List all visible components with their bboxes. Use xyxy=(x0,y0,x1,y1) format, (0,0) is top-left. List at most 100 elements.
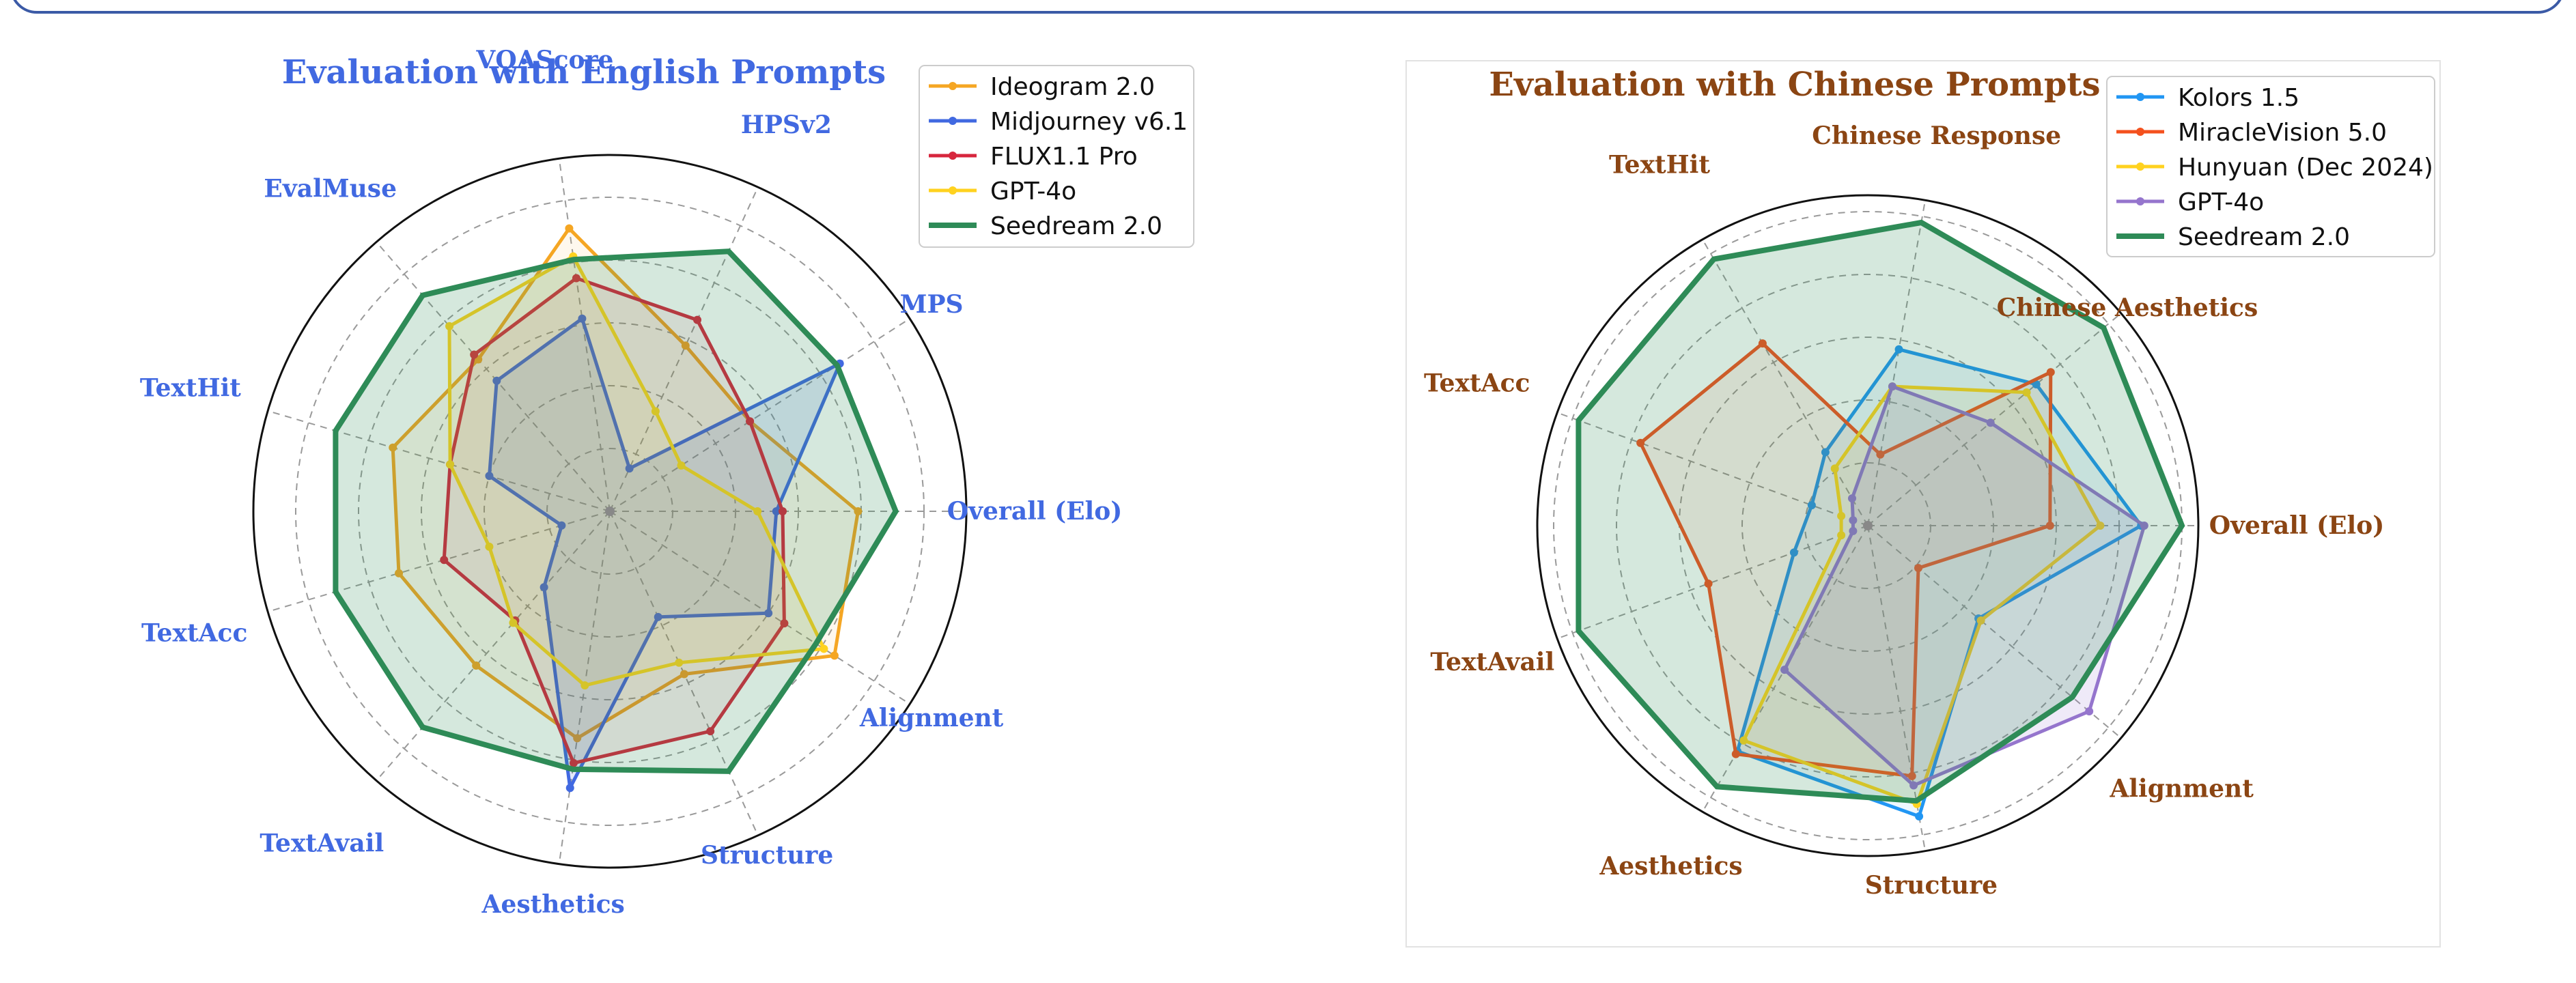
series-point xyxy=(578,314,587,323)
series-point xyxy=(565,224,574,233)
legend-marker xyxy=(949,117,957,125)
legend-entry: Midjourney v6.1 xyxy=(990,108,1188,136)
center-point xyxy=(605,507,615,516)
axis-spoke xyxy=(376,511,611,782)
series-point xyxy=(1915,812,1924,821)
legend-marker xyxy=(2136,197,2144,205)
axis-label: EvalMuse xyxy=(264,175,397,203)
axis-label: Overall (Elo) xyxy=(2209,511,2385,540)
legend-entry: Kolors 1.5 xyxy=(2178,84,2299,112)
chart-title-chinese: Evaluation with Chinese Prompts xyxy=(1489,66,2100,104)
series-point xyxy=(680,670,688,679)
legend-entry: FLUX1.1 Pro xyxy=(990,143,1138,171)
series-point xyxy=(2032,380,2041,389)
series-point xyxy=(772,507,781,515)
axis-spoke xyxy=(1867,525,1927,851)
series-point xyxy=(389,443,397,452)
series-point xyxy=(1914,564,1922,573)
axis-spoke xyxy=(609,511,910,705)
axis-labels: Overall (Elo) MPS HPSv2 VQAScore EvalMuse Tex… xyxy=(140,46,1122,919)
series-polygon xyxy=(333,248,899,774)
axis-label: TextAvail xyxy=(1430,648,1554,676)
series-point xyxy=(1848,494,1856,503)
series-point xyxy=(1888,382,1896,391)
series-point xyxy=(654,612,662,621)
series-point xyxy=(470,350,479,359)
series-point xyxy=(492,376,501,385)
series-point xyxy=(681,341,690,350)
axis-spoke xyxy=(558,158,611,512)
series-point xyxy=(485,542,494,551)
series-point xyxy=(445,322,454,330)
series-point xyxy=(2022,388,2031,397)
axis-spoke xyxy=(1702,239,1868,526)
series-point xyxy=(693,315,702,324)
series-point xyxy=(706,727,715,736)
series-point xyxy=(1837,511,1846,520)
legend: Ideogram 2.0 Midjourney v6.1 FLUX1.1 Pro GP… xyxy=(919,65,1194,248)
series-polygon xyxy=(447,254,827,687)
axis-label: HPSv2 xyxy=(741,111,832,139)
series-point xyxy=(764,609,773,618)
series-point xyxy=(1758,339,1767,348)
axis-label: Alignment xyxy=(859,704,1004,732)
series-point xyxy=(1739,736,1748,745)
series-point xyxy=(820,644,828,653)
series-point xyxy=(854,507,863,515)
radar-series xyxy=(333,224,899,794)
series-point xyxy=(485,472,494,481)
series-point xyxy=(1907,771,1916,780)
series-point xyxy=(753,507,762,515)
series-point xyxy=(446,460,455,469)
chart-title-english: Evaluation with English Prompts xyxy=(282,53,886,91)
series-point xyxy=(1986,418,1995,427)
series-point xyxy=(1821,448,1830,457)
english-prompts-chart: Evaluation with English Prompts Overall … xyxy=(140,46,1194,919)
series-point xyxy=(1837,531,1846,540)
series-point xyxy=(746,417,755,426)
series-point xyxy=(677,461,686,470)
axis-label: TextHit xyxy=(140,374,241,403)
axis-labels: Overall (Elo) Chinese Aesthetics Chinese R… xyxy=(1424,122,2384,900)
series-point xyxy=(2096,522,2105,530)
series-point xyxy=(1636,438,1645,447)
series-point xyxy=(573,734,582,743)
axis-label: TextAvail xyxy=(260,829,384,858)
series-point xyxy=(1876,450,1885,459)
axis-spoke xyxy=(267,511,611,613)
series-point xyxy=(472,661,481,670)
series-point xyxy=(540,583,548,592)
axis-label: TextAcc xyxy=(141,619,247,648)
axis-label: VQAScore xyxy=(475,46,613,74)
series-point xyxy=(675,658,684,667)
axis-label: Alignment xyxy=(2109,775,2254,803)
legend-box xyxy=(2106,76,2435,257)
series-point xyxy=(2046,368,2055,377)
chinese-prompts-chart: Evaluation with Chinese Prompts Overall … xyxy=(1424,66,2435,900)
legend-marker xyxy=(2136,128,2144,136)
legend-marker xyxy=(949,82,957,90)
series-polygon xyxy=(1782,384,2146,788)
axis-spoke xyxy=(267,410,611,512)
axis-label: Overall (Elo) xyxy=(947,497,1123,526)
series-point xyxy=(1731,750,1740,758)
legend-entry: Seedream 2.0 xyxy=(990,212,1162,240)
axis-label: Structure xyxy=(1865,871,1998,900)
axis-spoke xyxy=(1867,313,2122,526)
series-point xyxy=(395,569,404,578)
legend-entry: Seedream 2.0 xyxy=(2178,223,2350,251)
legend-entry: MiracleVision 5.0 xyxy=(2178,119,2387,147)
axis-label: MPS xyxy=(900,290,964,319)
series-point xyxy=(2085,707,2094,716)
axis-label: Aesthetics xyxy=(481,890,625,919)
series-point xyxy=(1849,516,1858,525)
legend-entry: GPT-4o xyxy=(2178,188,2264,216)
series-point xyxy=(1849,526,1858,535)
series-point xyxy=(2045,522,2054,530)
legend-entry: Hunyuan (Dec 2024) xyxy=(2178,154,2433,182)
outer-circle xyxy=(252,154,968,869)
legend: Kolors 1.5 MiracleVision 5.0 Hunyuan (Dec … xyxy=(2106,76,2435,257)
axis-label: Chinese Aesthetics xyxy=(1997,294,2258,322)
series-point xyxy=(1894,345,1903,354)
